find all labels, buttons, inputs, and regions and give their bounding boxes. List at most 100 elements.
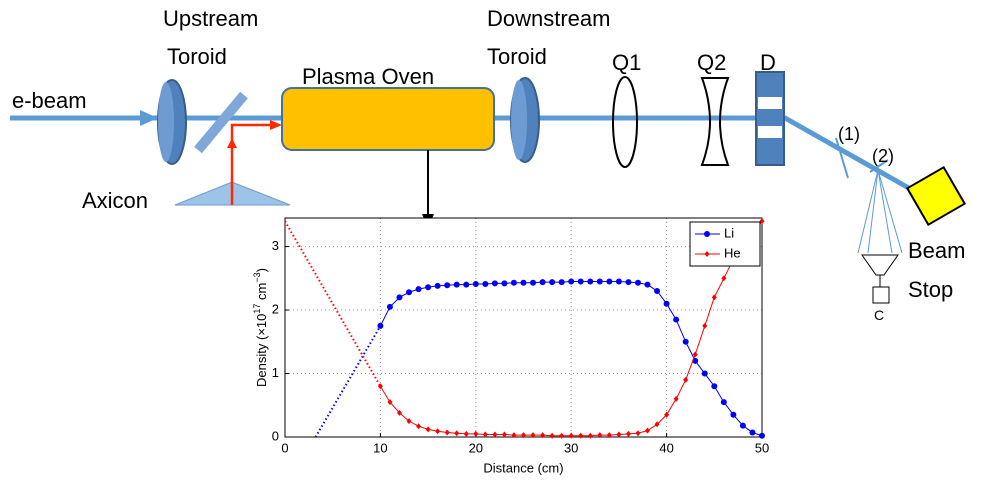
label: Toroid (487, 44, 547, 69)
point (530, 432, 536, 439)
point (492, 431, 498, 438)
point (682, 338, 689, 345)
point (463, 430, 469, 437)
dipole (755, 71, 785, 166)
point (396, 294, 403, 301)
point (435, 428, 441, 435)
point (396, 409, 402, 416)
point (606, 432, 612, 439)
point (663, 300, 670, 307)
label: Axicon (82, 188, 148, 213)
point (387, 399, 393, 406)
plot-area (285, 218, 762, 437)
point (625, 430, 631, 437)
y-axis-label-part: cm (254, 283, 269, 304)
dipole-gap (758, 126, 782, 138)
point (491, 280, 498, 287)
point (425, 426, 431, 433)
y-axis-label-part: Density (×10 (254, 314, 269, 387)
dipole-gap (758, 97, 782, 109)
point (406, 418, 412, 425)
light-cone (867, 169, 893, 254)
chart: 0 10 20 30 40 50 0 1 2 3 Distance (cm) Density (×10… (252, 217, 769, 475)
point (615, 278, 622, 285)
x-tick-label: 50 (755, 440, 769, 455)
point (616, 431, 622, 438)
point (539, 279, 546, 286)
point (473, 430, 479, 437)
q1-lens (612, 76, 638, 168)
point (472, 281, 479, 288)
point (454, 430, 460, 437)
x-tick-label: 0 (281, 440, 288, 455)
beam-stop (905, 165, 967, 227)
point (634, 279, 641, 286)
point (711, 383, 718, 390)
point (386, 303, 393, 310)
point (587, 432, 593, 439)
plasma-oven (281, 87, 495, 151)
point (501, 280, 508, 287)
label: Q1 (612, 50, 641, 75)
point (406, 289, 413, 296)
point (568, 432, 574, 439)
point (520, 279, 527, 286)
point (702, 322, 708, 329)
legend-marker (704, 251, 710, 257)
point (749, 429, 756, 436)
point (635, 430, 641, 437)
point (578, 432, 584, 439)
point (415, 286, 422, 293)
point (549, 279, 556, 286)
point (606, 278, 613, 285)
legend-box (689, 221, 761, 267)
label: D (760, 50, 776, 75)
point (673, 395, 679, 402)
point (664, 411, 670, 418)
point (377, 383, 383, 390)
q2-lens (700, 77, 730, 166)
point (625, 279, 632, 286)
downstream-toroid-face (511, 80, 527, 160)
legend-label: He (724, 245, 741, 260)
point (377, 322, 384, 329)
y-tick-label: 0 (272, 428, 279, 443)
point (645, 427, 651, 434)
y-tick-label: 1 (272, 365, 279, 380)
point (482, 281, 489, 288)
label: Downstream (487, 6, 610, 31)
point (711, 294, 717, 301)
x-tick-label: 30 (564, 440, 578, 455)
point (759, 432, 765, 439)
label: Plasma Oven (302, 64, 434, 89)
y-tick-label: 2 (272, 301, 279, 316)
point (701, 370, 708, 377)
point (597, 432, 603, 439)
x-tick-label: 10 (373, 440, 387, 455)
x-axis-label: Distance (cm) (483, 460, 563, 475)
foil-2 (869, 159, 889, 173)
point (720, 399, 727, 406)
beam-arrow (140, 110, 158, 126)
label: e-beam (12, 88, 87, 113)
point (444, 282, 451, 289)
laser-path (230, 123, 272, 205)
point (759, 218, 765, 225)
laser-arrow (227, 138, 237, 148)
point (558, 279, 565, 286)
upstream-toroid-face (158, 82, 174, 162)
foil-1 (835, 137, 849, 179)
legend-marker (704, 231, 710, 237)
point (577, 278, 584, 285)
point (673, 316, 680, 323)
label: Upstream (163, 6, 258, 31)
point (444, 429, 450, 436)
label: C (874, 307, 884, 323)
camera-body (872, 286, 890, 304)
point (692, 351, 698, 358)
label: Stop (908, 277, 953, 302)
point (510, 279, 517, 286)
camera-lens (861, 254, 899, 276)
point (587, 278, 594, 285)
y-axis-label-part: −3 (252, 272, 262, 282)
